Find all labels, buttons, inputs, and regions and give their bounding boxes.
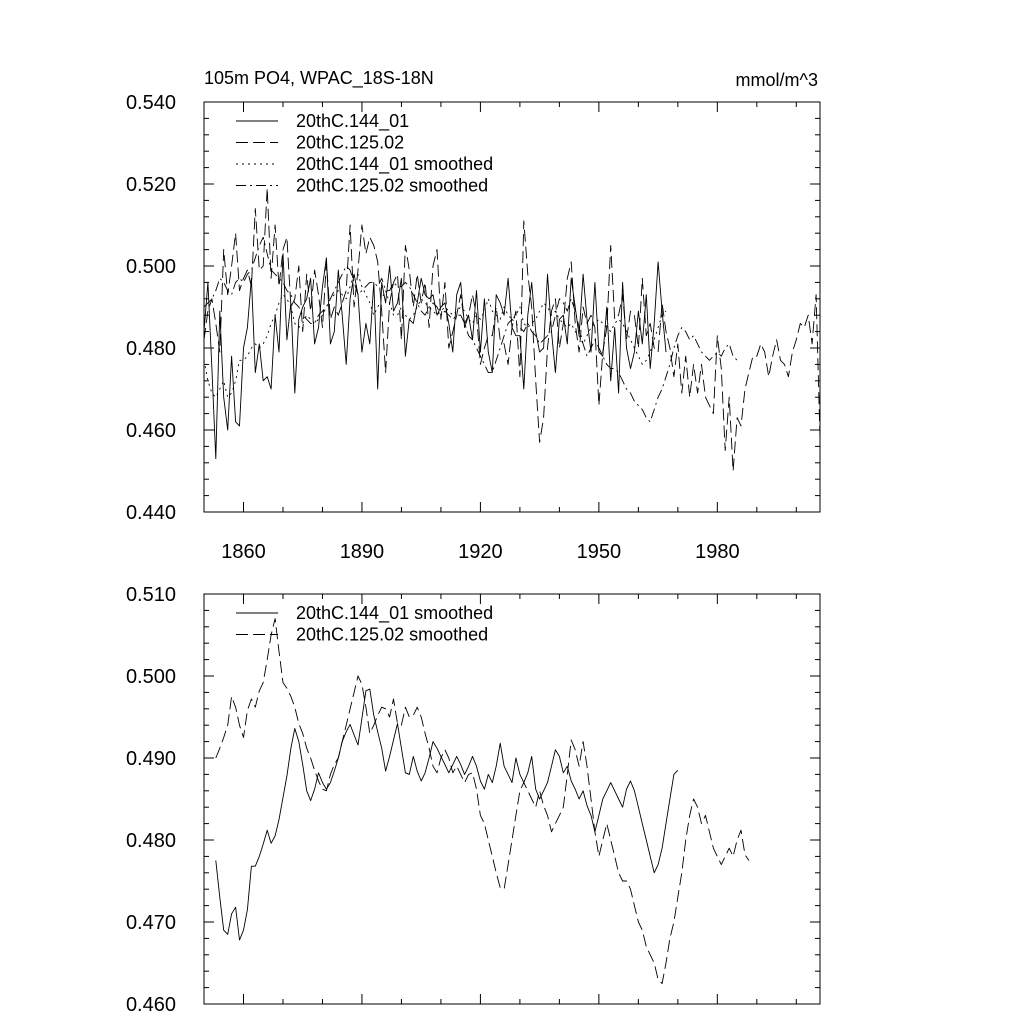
- legend-label: 20thC.144_01: [296, 111, 409, 132]
- legend-label: 20thC.125.02 smoothed: [296, 176, 488, 196]
- legend-label: 20thC.144_01 smoothed: [296, 154, 493, 175]
- y-tick-label: 0.460: [126, 420, 176, 442]
- legend-label: 20thC.144_01 smoothed: [296, 603, 493, 624]
- chart-title: 105m PO4, WPAC_18S-18N: [204, 68, 434, 89]
- y-tick-label: 0.480: [126, 830, 176, 852]
- top-chart-panel: 105m PO4, WPAC_18S-18N mmol/m^3 0.4400.4…: [126, 68, 821, 563]
- series-line: [215, 618, 750, 984]
- y-tick-label: 0.490: [126, 748, 176, 770]
- legend-label: 20thC.125.02: [296, 133, 404, 153]
- bottom-chart-panel: 0.460 0.470 0.480 0.490 0.500 0.510 20thC.144…: [126, 584, 821, 1016]
- series-line: [215, 688, 679, 941]
- units-label: mmol/m^3: [736, 70, 818, 90]
- top-series-lines: [203, 187, 821, 472]
- legend-label: 20thC.125.02 smoothed: [296, 625, 488, 645]
- y-tick-label: 0.540: [126, 92, 176, 114]
- bottom-plot-frame: [203, 593, 821, 1005]
- x-tick-label: 1860: [221, 541, 266, 563]
- x-tick-label: 1950: [577, 541, 622, 563]
- top-axis-ticks: [203, 101, 820, 513]
- y-tick-label: 0.440: [126, 502, 176, 524]
- series-line: [203, 187, 821, 472]
- top-plot-frame: [203, 101, 821, 513]
- y-tick-label: 0.460: [126, 994, 176, 1016]
- y-tick-label: 0.480: [126, 338, 176, 360]
- x-tick-label: 1890: [340, 541, 385, 563]
- bottom-axis-ticks: [203, 593, 820, 1005]
- y-tick-label: 0.500: [126, 666, 176, 688]
- series-line: [203, 273, 667, 398]
- y-tick-label: 0.520: [126, 174, 176, 196]
- top-axis-tick-labels: 0.440 0.460 0.480 0.500 0.520 0.540 1860 1890 19…: [126, 92, 740, 563]
- y-tick-label: 0.510: [126, 584, 176, 606]
- bottom-axis-tick-labels: 0.460 0.470 0.480 0.490 0.500 0.510: [126, 584, 176, 1016]
- y-tick-label: 0.500: [126, 256, 176, 278]
- bottom-series-lines: [215, 618, 750, 984]
- x-tick-label: 1980: [695, 541, 740, 563]
- x-tick-label: 1920: [458, 541, 503, 563]
- y-tick-label: 0.470: [126, 912, 176, 934]
- series-line: [203, 236, 738, 423]
